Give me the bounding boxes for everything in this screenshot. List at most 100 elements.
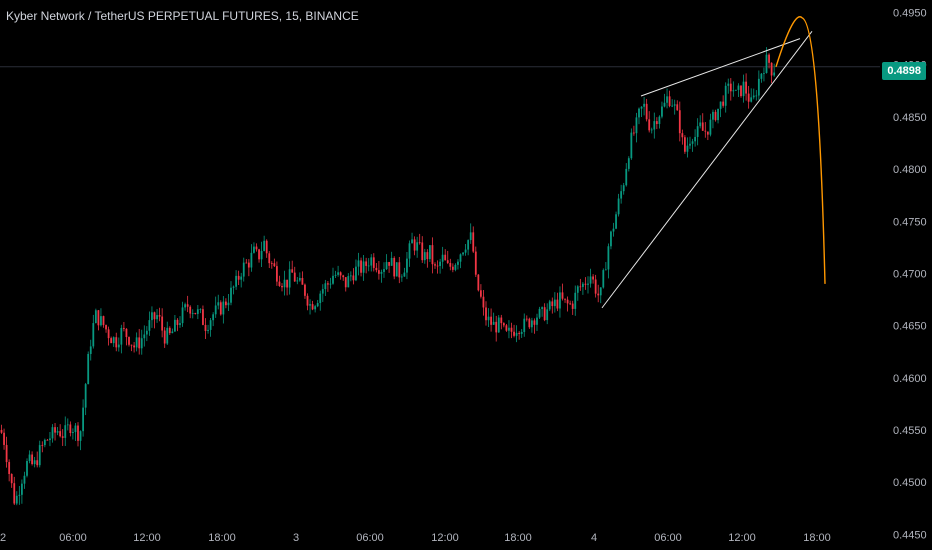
candle-body xyxy=(199,309,202,310)
candle-body xyxy=(237,275,240,280)
candle-body xyxy=(102,316,105,326)
candle-body xyxy=(311,304,314,310)
candle-body xyxy=(270,263,273,264)
candle-body xyxy=(747,93,750,102)
x-tick-label: 2 xyxy=(0,532,6,544)
candle-body xyxy=(79,431,82,441)
candle-body xyxy=(61,436,64,438)
candle-body xyxy=(240,276,243,280)
candle-body xyxy=(485,307,487,321)
candle-body xyxy=(163,330,166,344)
candle-body xyxy=(441,254,444,262)
candle-body xyxy=(686,145,689,152)
candle-body xyxy=(372,257,375,268)
candle-body xyxy=(46,439,49,441)
candle-body xyxy=(74,425,77,433)
candle-body xyxy=(245,262,248,264)
candle-body xyxy=(125,328,128,338)
candle-body xyxy=(655,121,658,124)
candle-body xyxy=(360,260,362,273)
y-tick-label: 0.4450 xyxy=(893,529,927,541)
candle-body xyxy=(508,327,510,331)
candle-body xyxy=(59,431,62,437)
candle-body xyxy=(589,276,592,284)
last-price-badge: 0.4898 xyxy=(882,62,926,80)
candle-body xyxy=(276,266,278,282)
candle-body xyxy=(434,264,436,266)
y-tick-label: 0.4550 xyxy=(893,425,927,437)
candle-body xyxy=(54,427,56,433)
candle-body xyxy=(429,245,431,260)
candle-body xyxy=(617,198,620,215)
candle-body xyxy=(23,475,26,484)
candle-body xyxy=(255,246,258,250)
candle-body xyxy=(13,483,16,504)
candle-body xyxy=(135,337,138,348)
candle-body xyxy=(416,242,419,251)
candle-body xyxy=(176,319,179,325)
candle-body xyxy=(43,439,46,446)
candle-body xyxy=(610,231,612,247)
candle-body xyxy=(283,279,286,288)
candle-body xyxy=(533,320,536,325)
candle-body xyxy=(329,283,332,285)
candle-body xyxy=(33,460,36,465)
candle-body xyxy=(171,331,174,334)
candle-body xyxy=(594,279,597,294)
candle-body xyxy=(207,329,209,331)
chart-title: Kyber Network / TetherUS PERPETUAL FUTUR… xyxy=(6,9,359,23)
x-tick-label: 12:00 xyxy=(728,532,756,544)
candle-body xyxy=(304,284,306,296)
candle-body xyxy=(179,323,181,325)
candle-body xyxy=(740,85,742,97)
candle-body xyxy=(212,314,215,321)
candle-body xyxy=(678,110,681,134)
candle-body xyxy=(352,275,355,281)
candle-body xyxy=(21,483,23,495)
x-tick-label: 06:00 xyxy=(654,532,682,544)
candle-body xyxy=(400,276,403,278)
candle-body xyxy=(709,119,712,135)
candle-body xyxy=(523,318,526,332)
candle-body xyxy=(247,262,250,268)
candle-body xyxy=(293,272,296,282)
candle-body xyxy=(110,338,113,344)
candle-body xyxy=(451,266,454,270)
candle-body xyxy=(559,292,561,309)
candle-body xyxy=(722,101,725,106)
candle-body xyxy=(232,286,235,288)
candle-body xyxy=(497,317,500,333)
candle-body xyxy=(66,424,69,426)
candle-body xyxy=(56,431,59,433)
candle-body xyxy=(235,275,237,287)
candle-body xyxy=(339,272,342,276)
candle-body xyxy=(260,250,263,260)
x-tick-label: 12:00 xyxy=(431,532,459,544)
candle-body xyxy=(194,313,197,314)
candle-body xyxy=(673,104,676,106)
candle-body xyxy=(505,325,508,331)
candle-body xyxy=(635,117,638,134)
candle-body xyxy=(459,254,462,262)
candle-body xyxy=(515,332,518,336)
candle-body xyxy=(395,262,398,277)
candle-body xyxy=(105,325,107,330)
candle-body xyxy=(140,338,143,349)
candle-body xyxy=(768,54,770,63)
candle-body xyxy=(385,262,388,270)
candle-body xyxy=(265,240,268,254)
x-tick-label: 06:00 xyxy=(59,532,87,544)
candle-body xyxy=(525,318,528,320)
candle-body xyxy=(490,316,492,325)
candle-body xyxy=(548,301,551,310)
candle-body xyxy=(296,280,299,282)
candle-body xyxy=(375,267,378,271)
candle-body xyxy=(724,85,727,106)
candle-body xyxy=(704,130,707,132)
y-tick-label: 0.4650 xyxy=(893,321,927,333)
candle-body xyxy=(5,444,8,463)
candle-body xyxy=(765,54,768,73)
candle-body xyxy=(648,119,651,131)
candle-body xyxy=(26,461,28,476)
